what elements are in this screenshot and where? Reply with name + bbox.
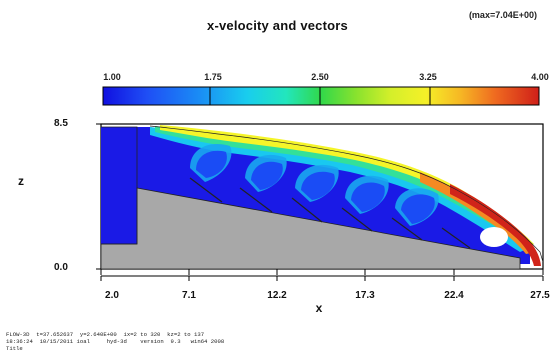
y-tick-label: 0.0 [54, 262, 68, 273]
z-axis-label: z [18, 174, 24, 188]
plot-title: x-velocity and vectors [207, 18, 348, 33]
x-tick-label: 12.2 [267, 290, 287, 301]
max-value-label: (max=7.04E+00) [468, 10, 537, 20]
x-tick-label: 7.1 [182, 290, 196, 301]
footer-info: FLOW-3D t=37.652637 y=2.640E+00 ix=2 to … [6, 331, 224, 352]
x-tick-label: 22.4 [444, 290, 464, 301]
footer-line: Title [6, 345, 23, 352]
colorbar-tick: 1.75 [204, 72, 222, 82]
x-axis-label: x [315, 301, 323, 315]
footer-line: 18:36:24 10/15/2011 ioal hyd-3d version … [6, 338, 225, 345]
y-tick-label: 8.5 [54, 118, 68, 129]
colorbar-tick: 2.50 [311, 72, 329, 82]
colorbar [102, 86, 540, 106]
colorbar-tick: 3.25 [419, 72, 437, 82]
footer-line: FLOW-3D t=37.652637 y=2.640E+00 ix=2 to … [6, 331, 205, 338]
colorbar-tick: 4.00 [531, 72, 549, 82]
x-tick-label: 17.3 [355, 290, 375, 301]
colorbar-tick: 1.00 [103, 72, 121, 82]
x-tick-label: 2.0 [105, 290, 119, 301]
x-tick-label: 27.5 [530, 290, 550, 301]
